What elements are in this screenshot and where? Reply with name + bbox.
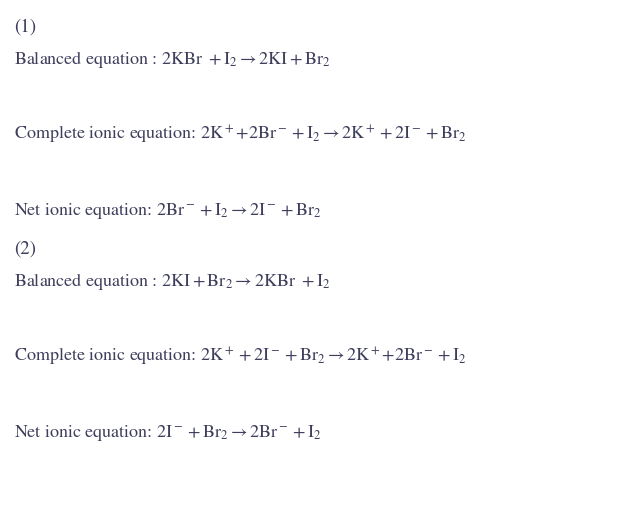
- Text: Net ionic equation: $\mathrm{2I^-+Br_2 \rightarrow 2Br^-+I_2}$: Net ionic equation: $\mathrm{2I^-+Br_2 \…: [14, 423, 322, 443]
- Text: Net ionic equation: $\mathrm{2Br^-+I_2 \rightarrow 2I^-+Br_2}$: Net ionic equation: $\mathrm{2Br^-+I_2 \…: [14, 201, 322, 221]
- Text: Balanced equation : $2\mathrm{KI+Br_2 \rightarrow 2KBr\ +I_2}$: Balanced equation : $2\mathrm{KI+Br_2 \r…: [14, 270, 331, 292]
- Text: Complete ionic equation: $2\mathrm{K^++2I^-+Br_2 \rightarrow 2K^+}\mathrm{+2Br^-: Complete ionic equation: $2\mathrm{K^++2…: [14, 346, 466, 368]
- Text: Complete ionic equation: $2\mathrm{K^+}\mathrm{+2Br^-+I_2 \rightarrow 2K^++2I^-+: Complete ionic equation: $2\mathrm{K^+}\…: [14, 124, 466, 146]
- Text: (2): (2): [14, 240, 36, 257]
- Text: (1): (1): [14, 19, 36, 36]
- Text: Balanced equation : $2\mathrm{KBr\ +I_2 \rightarrow 2KI+Br_2}$: Balanced equation : $2\mathrm{KBr\ +I_2 …: [14, 49, 331, 69]
